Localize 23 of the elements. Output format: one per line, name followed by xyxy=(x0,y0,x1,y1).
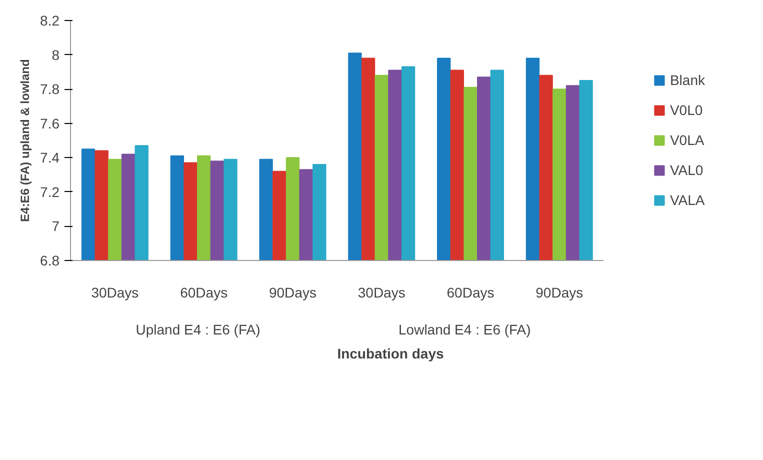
y-tick-label: 7.6 xyxy=(40,115,60,132)
x-tick-label: 60Days xyxy=(180,284,228,300)
x-tick-label: 60Days xyxy=(446,284,494,300)
x-tick-label: 30Days xyxy=(358,284,406,300)
legend-label: VALA xyxy=(670,192,705,208)
y-axis-title: E4:E6 (FA) upland & lowland xyxy=(18,59,32,222)
y-tick-label: 8 xyxy=(52,46,60,63)
legend-label: VAL0 xyxy=(670,162,704,178)
legend-label: V0LA xyxy=(670,132,704,148)
legend-label: Blank xyxy=(670,72,705,88)
y-tick-label: 7.4 xyxy=(40,150,60,166)
x-axis-title: Incubation days xyxy=(337,346,444,362)
text: Lowland E4 : E6 (FA) xyxy=(398,322,531,338)
legend-label: V0L0 xyxy=(670,102,703,118)
y-tick-label: 8.2 xyxy=(40,12,60,28)
x-tick-label: 90Days xyxy=(536,284,584,300)
x-tick-label: 30Days xyxy=(91,284,139,300)
text: Upland E4 : E6 (FA) xyxy=(136,322,260,338)
y-tick-label: 7.2 xyxy=(40,184,60,200)
y-tick-label: 7 xyxy=(52,218,60,234)
y-tick-label: 7.8 xyxy=(40,81,60,98)
y-tick-label: 6.8 xyxy=(40,252,60,268)
x-tick-label: 90Days xyxy=(268,284,316,300)
